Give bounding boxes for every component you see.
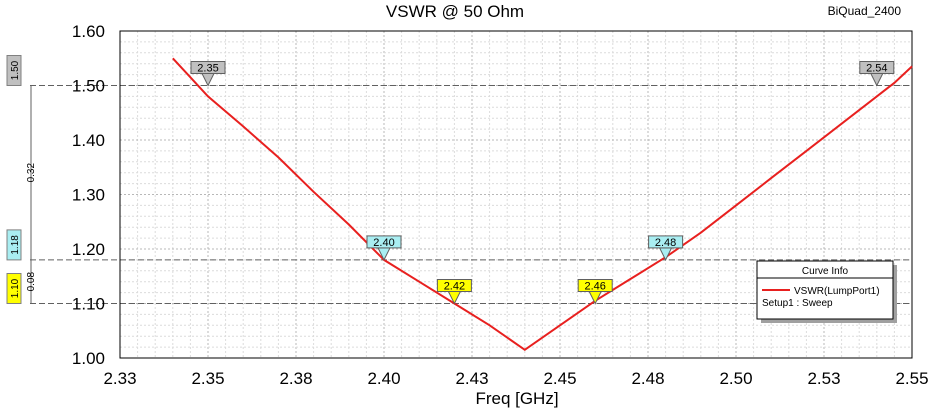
x-tick-label: 2.43 [455, 369, 488, 388]
x-tick-label: 2.35 [191, 369, 224, 388]
marker-label: 2.48 [655, 237, 676, 249]
legend-setup: Setup1 : Sweep [762, 298, 833, 309]
side-annotations: 1.50 1.18 1.10 0.32 0.08 [6, 55, 37, 304]
x-tick-label: 2.53 [807, 369, 840, 388]
marker-label-box [648, 235, 684, 249]
x-tick-label: 2.50 [719, 369, 752, 388]
legend[interactable]: Curve Info VSWR(LumpPort1) Setup1 : Swee… [756, 260, 897, 323]
marker-pointer [377, 247, 391, 262]
y-tick-label: 1.20 [72, 240, 105, 259]
marker-label: 2.40 [373, 237, 394, 249]
side-label: 1.18 [10, 235, 21, 255]
x-tick-label: 2.40 [367, 369, 400, 388]
series-line [172, 57, 913, 352]
marker-label: 2.35 [197, 63, 218, 75]
chart-title: VSWR @ 50 Ohm [386, 2, 524, 21]
marker-label: 2.46 [584, 281, 605, 293]
series-layer [172, 57, 913, 352]
y-tick-label: 1.60 [72, 22, 105, 41]
side-label-box [6, 273, 22, 304]
x-axis-title: Freq [GHz] [475, 389, 558, 408]
legend-title: Curve Info [802, 266, 849, 277]
marker-layer: 2.35 2.40 2.42 2.46 2.48 2.54 [190, 61, 895, 305]
y-tick-label: 1.40 [72, 131, 105, 150]
side-label-box [6, 229, 22, 261]
x-tick-label: 2.45 [543, 369, 576, 388]
x-tick-labels: 2.33 2.35 2.38 2.40 2.43 2.45 2.48 2.50 2.53 2.55 [103, 369, 928, 388]
side-label-box [6, 55, 22, 86]
side-label: 1.10 [10, 278, 21, 298]
marker-label: 2.54 [866, 63, 887, 75]
marker-label-box [366, 235, 402, 249]
delta-label: 0.08 [26, 272, 37, 292]
x-tick-label: 2.33 [103, 369, 136, 388]
delta-label: 0.32 [26, 163, 37, 183]
marker-label: 2.42 [444, 281, 465, 293]
marker-label-box [577, 279, 613, 292]
x-tick-label: 2.55 [895, 369, 928, 388]
y-tick-label: 1.50 [72, 77, 105, 96]
marker-label-box [859, 61, 895, 74]
y-tick-label: 1.00 [72, 349, 105, 368]
marker-pointer [869, 73, 884, 87]
plot-frame [119, 30, 913, 359]
side-label: 1.50 [10, 60, 21, 80]
y-tick-label: 1.30 [72, 186, 105, 205]
marker-label-box [190, 61, 226, 74]
design-name: BiQuad_2400 [828, 4, 902, 18]
legend-entry-label: VSWR(LumpPort1) [794, 286, 880, 297]
x-tick-label: 2.38 [279, 369, 312, 388]
marker-pointer [201, 73, 215, 87]
y-tick-label: 1.10 [72, 295, 105, 314]
y-tick-labels: 1.00 1.10 1.20 1.30 1.40 1.50 1.60 [72, 22, 105, 368]
marker-label-box [436, 279, 472, 292]
x-tick-label: 2.48 [631, 369, 664, 388]
